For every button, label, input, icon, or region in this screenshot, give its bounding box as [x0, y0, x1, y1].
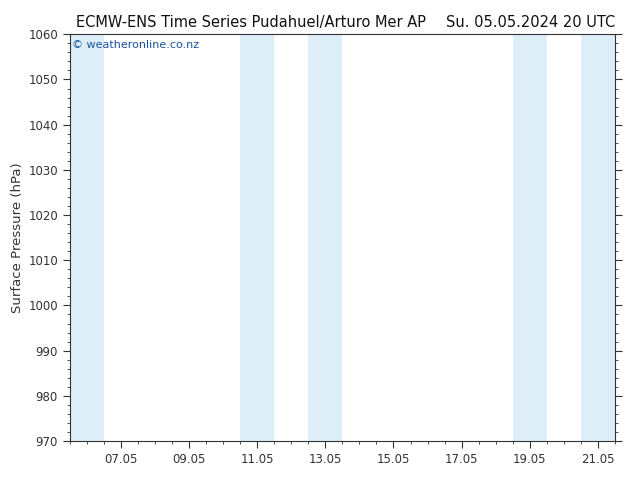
Text: ECMW-ENS Time Series Pudahuel/Arturo Mer AP: ECMW-ENS Time Series Pudahuel/Arturo Mer… [76, 15, 426, 30]
Bar [70, 34, 104, 441]
Text: Su. 05.05.2024 20 UTC: Su. 05.05.2024 20 UTC [446, 15, 615, 30]
Bar [581, 34, 615, 441]
Text: © weatheronline.co.nz: © weatheronline.co.nz [72, 40, 200, 50]
Bar [240, 34, 274, 441]
Bar [513, 34, 547, 441]
Y-axis label: Surface Pressure (hPa): Surface Pressure (hPa) [11, 162, 24, 313]
Bar [308, 34, 342, 441]
